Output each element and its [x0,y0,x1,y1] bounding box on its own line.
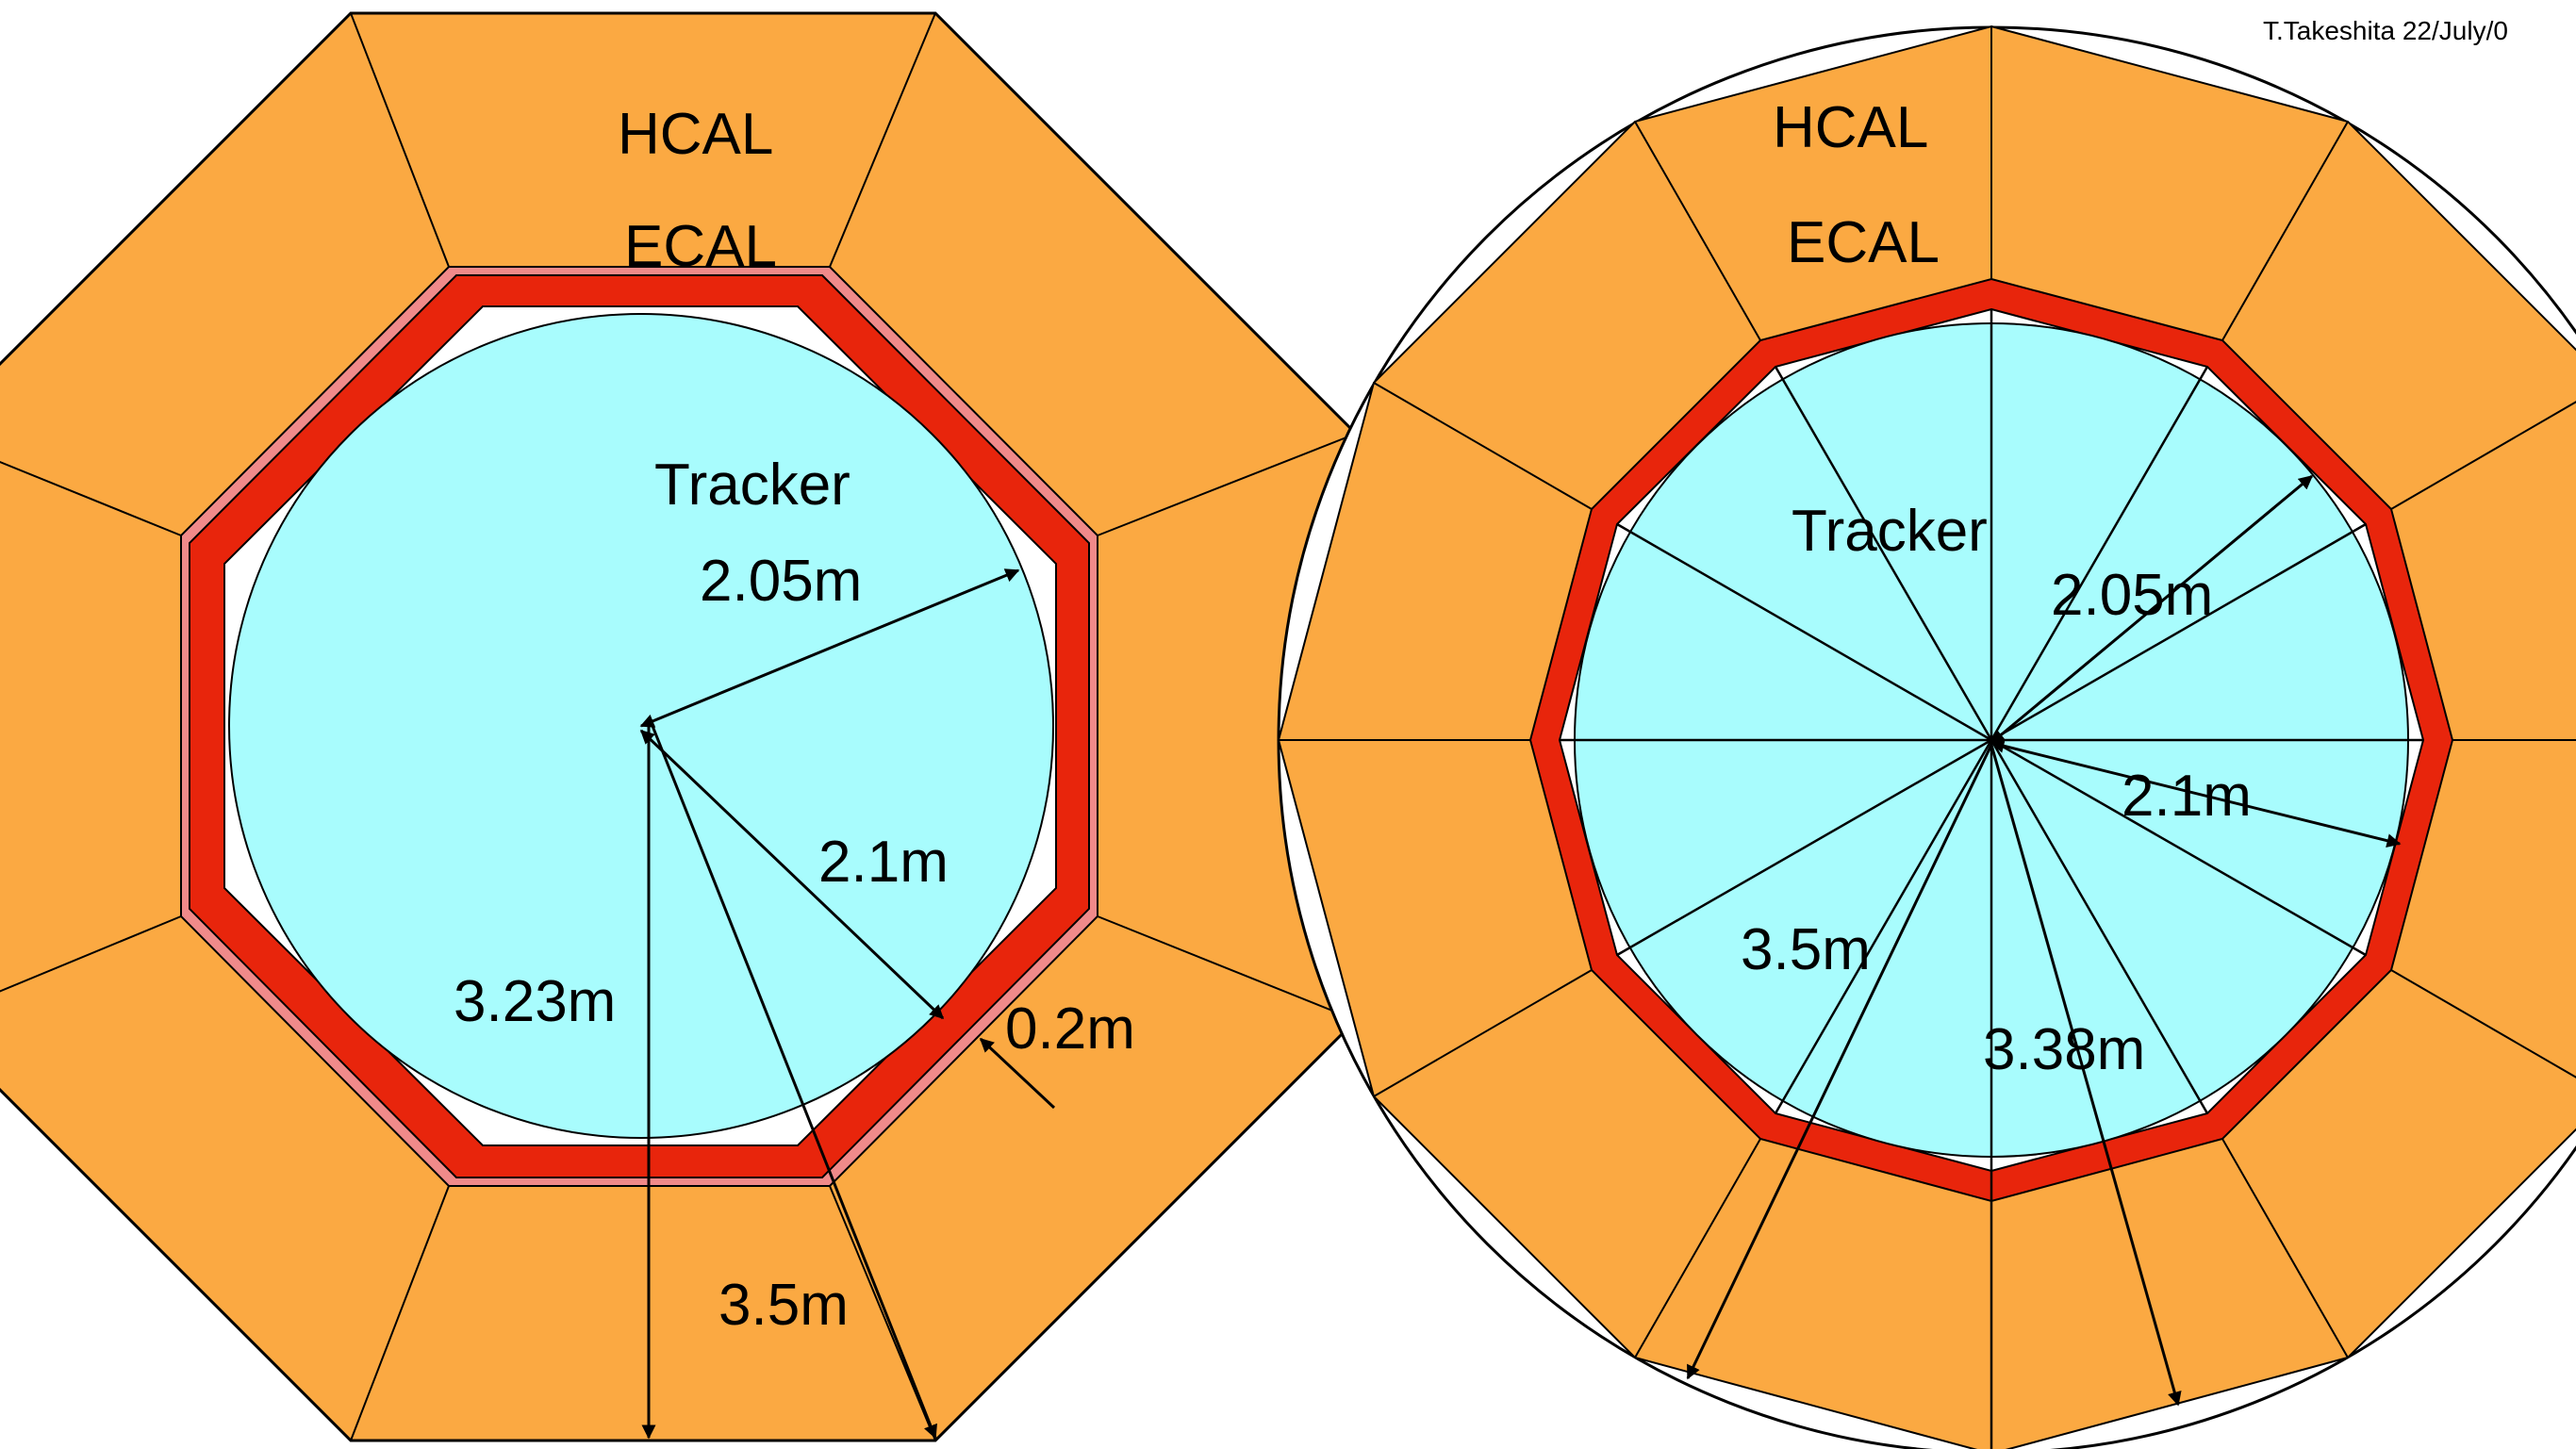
octagonal-detector: HCAL ECAL Tracker 2.05m 2.1m 3.23m 0.2m … [0,11,1358,1442]
right-arrow-2-1m [1990,738,2402,848]
right-tracker-radius-label: 2.05m [2051,563,2213,628]
left-hcal-label: HCAL [618,102,773,167]
left-arrow-0-2m [979,1037,1056,1110]
left-tracker-radius-label: 2.05m [700,549,862,614]
left-hcal-outer-radius-label: 3.5m [718,1273,849,1338]
left-tracker-label: Tracker [654,453,850,518]
right-ecal-inner-radius-label: 2.1m [2122,764,2252,829]
right-tracker-label: Tracker [1792,499,1988,564]
left-ecal-thickness-label: 0.2m [1005,996,1135,1062]
left-ecal-inner-radius-label: 2.1m [818,830,949,895]
right-arrow-3-5m [1686,744,1993,1380]
author-credit: T.Takeshita 22/July/0 [2263,16,2508,45]
left-dimension-lines [639,568,1056,1440]
right-hcal-outer-radius-label: 3.5m [1741,917,1871,982]
left-hcal-module-lines [0,12,1357,1441]
right-arrow-2-05m [1990,474,2314,745]
left-arrow-2-05m [639,568,1020,728]
left-ecal-label: ECAL [624,214,777,279]
dodecagonal-detector: HCAL ECAL Tracker 2.05m 2.1m 3.5m 3.38m [1277,25,2576,1449]
right-hcal-inner-radius-label: 3.38m [1983,1017,2145,1082]
right-dimension-lines [1686,474,2402,1407]
right-ecal-label: ECAL [1787,210,1940,275]
left-arrow-2-1m [639,729,945,1020]
right-hcal-label: HCAL [1773,95,1928,160]
left-hcal-inner-radius-label: 3.23m [454,969,616,1034]
right-arrow-3-38m [1990,744,2182,1407]
right-hcal-module-lines [1279,26,2576,1449]
left-arrow-3-5m [651,725,937,1440]
